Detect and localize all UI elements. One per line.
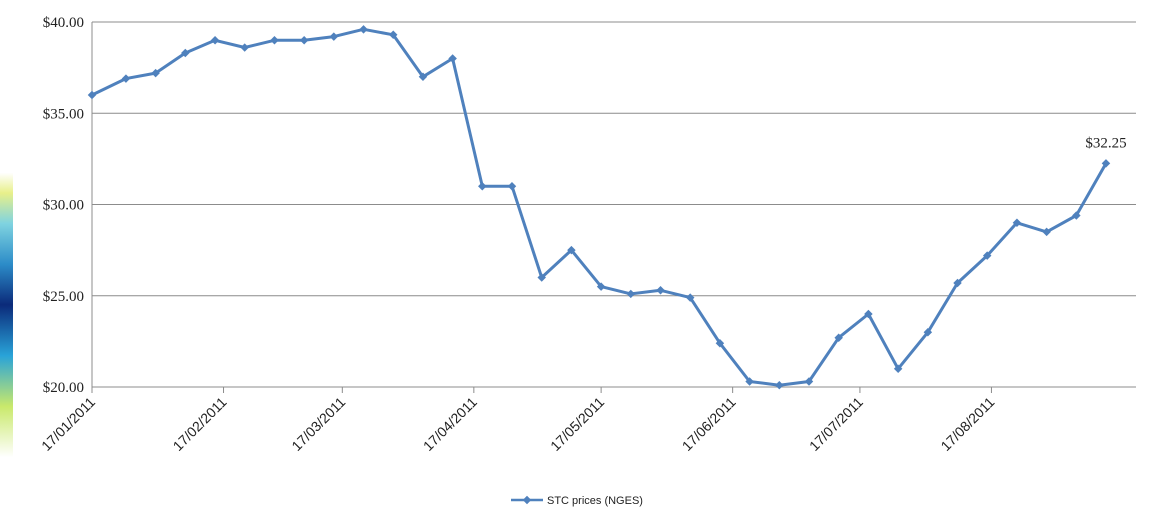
x-tick-label: 17/01/2011 [38,394,98,454]
x-tick-label: 17/07/2011 [806,394,866,454]
x-tick-label: 17/04/2011 [420,394,480,454]
data-point [299,36,309,45]
data-point [834,333,843,342]
series-line [91,27,1108,387]
y-tick-labels: $20.00 $25.00 $30.00 $35.00 $40.00 [43,15,84,396]
data-point [953,278,962,288]
data-point [864,309,873,319]
legend-swatch-marker [522,495,532,505]
legend: STC prices (NGES) [511,495,643,507]
y-tick-label: $25.00 [43,289,84,305]
x-tick-label: 17/05/2011 [547,394,607,454]
data-point [1042,227,1051,237]
x-tick-label: 17/02/2011 [170,394,230,454]
data-point [537,273,546,282]
y-tick-label: $40.00 [43,15,84,31]
x-tick-label: 17/06/2011 [679,394,739,454]
data-point [478,182,487,191]
data-point [181,48,190,58]
data-point [270,36,279,45]
x-tick-labels: 17/01/2011 17/02/2011 17/03/2011 17/04/2011… [38,394,998,454]
data-point [448,54,457,63]
x-tick-label: 17/08/2011 [937,394,997,454]
data-point [151,68,160,78]
data-point [210,36,220,45]
y-tick-label: $35.00 [43,106,84,122]
y-tick-label: $30.00 [43,198,84,214]
x-tick-label: 17/03/2011 [288,394,348,454]
decorative-edge-strip [0,0,13,508]
data-point [87,90,97,100]
data-point [507,182,517,191]
data-labels: $32.25 [1085,135,1126,151]
data-label: $32.25 [1085,135,1126,151]
data-point [893,364,903,374]
data-point [775,380,784,390]
legend-label: STC prices (NGES) [547,495,643,507]
data-point [418,72,428,82]
data-point [240,43,249,52]
data-point [121,74,131,83]
data-point [359,25,368,34]
data-point [329,32,339,41]
axes [91,22,1136,393]
data-point [656,286,665,295]
series-stc-prices [87,25,1111,390]
data-point [626,289,636,299]
gridlines [92,21,1136,297]
y-tick-label: $20.00 [43,380,84,396]
data-point [1012,218,1022,228]
